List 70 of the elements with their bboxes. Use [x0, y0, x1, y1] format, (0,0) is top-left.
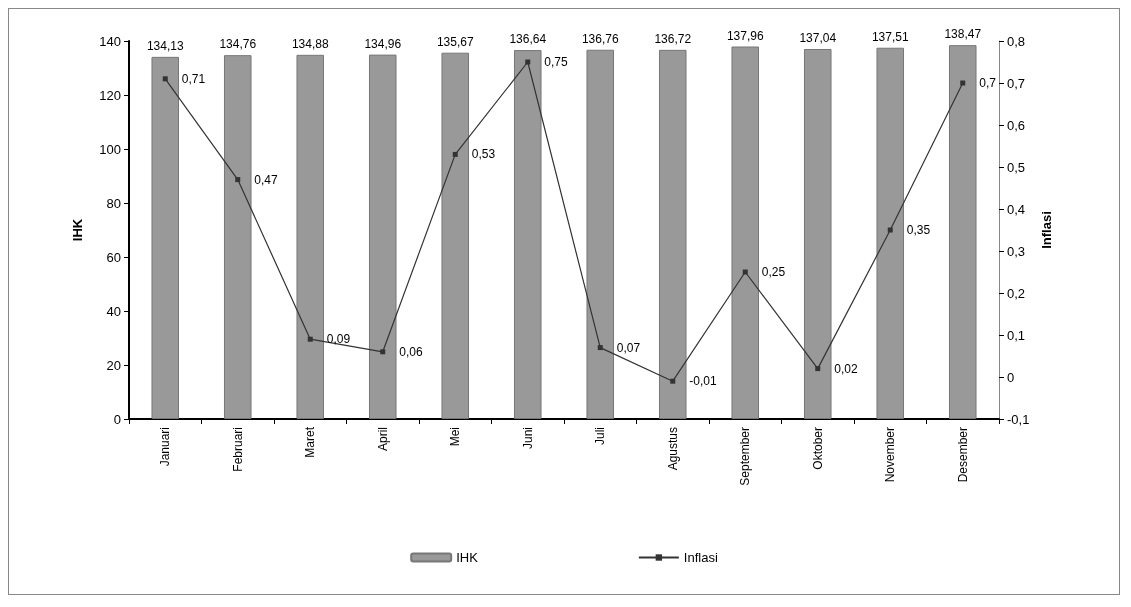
- data-label: 136,64: [509, 32, 547, 47]
- point: [235, 177, 241, 183]
- data-label: 134,88: [291, 36, 329, 51]
- data-label: 137,96: [726, 28, 764, 43]
- x-tick-label: Juli: [593, 427, 608, 446]
- x-tick-label: Oktober: [810, 427, 825, 470]
- point: [162, 76, 168, 82]
- x-tick-label: November: [883, 427, 898, 483]
- y2-tick-label: 0,1: [1007, 327, 1026, 343]
- x-tick-label: September: [738, 427, 753, 486]
- y-tick-label: 140: [99, 33, 121, 49]
- y2-tick-label: 0,3: [1007, 243, 1026, 259]
- data-label: 134,13: [146, 38, 184, 53]
- y-tick-label: 20: [106, 357, 121, 373]
- data-label: 135,67: [436, 34, 474, 49]
- data-label: 0,02: [834, 361, 858, 376]
- x-tick-label: Agustus: [665, 427, 680, 471]
- data-label: 0,71: [181, 71, 206, 86]
- y2-tick-label: 0,4: [1007, 201, 1026, 217]
- y2-axis-title: Inflasi: [1039, 211, 1055, 249]
- data-label: 0,53: [471, 147, 496, 162]
- y2-tick-label: 0,8: [1007, 33, 1026, 49]
- x-tick-label: April: [375, 427, 390, 452]
- data-label: 137,51: [871, 29, 909, 44]
- point: [742, 269, 748, 275]
- data-label: 0,09: [326, 332, 351, 347]
- point: [307, 336, 313, 342]
- point: [960, 80, 966, 86]
- data-label: -0,01: [689, 374, 717, 389]
- y2-tick-label: 0,6: [1007, 117, 1026, 133]
- data-label: 0,47: [254, 172, 278, 187]
- data-label: 136,72: [654, 31, 692, 46]
- data-label: 134,96: [364, 36, 402, 51]
- y2-tick-label: 0: [1007, 369, 1015, 385]
- point: [525, 59, 531, 65]
- y-axis-title: IHK: [70, 218, 85, 242]
- y2-tick-label: 0,7: [1007, 75, 1026, 91]
- point: [597, 345, 603, 351]
- x-tick-label: Februari: [230, 427, 245, 472]
- point: [380, 349, 386, 355]
- point: [887, 227, 893, 233]
- y2-tick-label: -0,1: [1007, 411, 1030, 427]
- data-label: 0,35: [906, 223, 931, 237]
- legend-label: Inflasi: [683, 550, 718, 565]
- data-label: 134,76: [219, 37, 257, 52]
- data-label: 0,07: [616, 340, 641, 355]
- y-tick-label: 40: [106, 303, 121, 319]
- y2-tick-label: 0,5: [1007, 159, 1026, 175]
- y-tick-label: 120: [99, 87, 121, 103]
- y-tick-label: 60: [106, 249, 121, 265]
- point: [670, 378, 676, 384]
- legend-label: IHK: [456, 550, 479, 565]
- data-label: 137,04: [799, 30, 837, 45]
- y-tick-label: 100: [99, 141, 121, 157]
- data-label: 0,75: [544, 55, 568, 69]
- data-label: 138,47: [944, 27, 982, 42]
- data-label: 0,7: [979, 76, 997, 90]
- data-label: 0,25: [761, 265, 786, 279]
- x-tick-label: Juni: [520, 427, 535, 450]
- x-tick-label: Maret: [303, 426, 318, 458]
- x-tick-label: Januari: [158, 427, 173, 467]
- data-label: 0,06: [399, 344, 423, 359]
- x-tick-label: Desember: [955, 427, 970, 483]
- data-label: 136,76: [581, 31, 619, 46]
- point: [815, 366, 821, 372]
- point: [452, 151, 458, 157]
- y-tick-label: 0: [113, 411, 121, 427]
- y-tick-label: 80: [106, 195, 121, 211]
- x-tick-label: Mei: [448, 427, 463, 447]
- y2-tick-label: 0,2: [1007, 285, 1026, 301]
